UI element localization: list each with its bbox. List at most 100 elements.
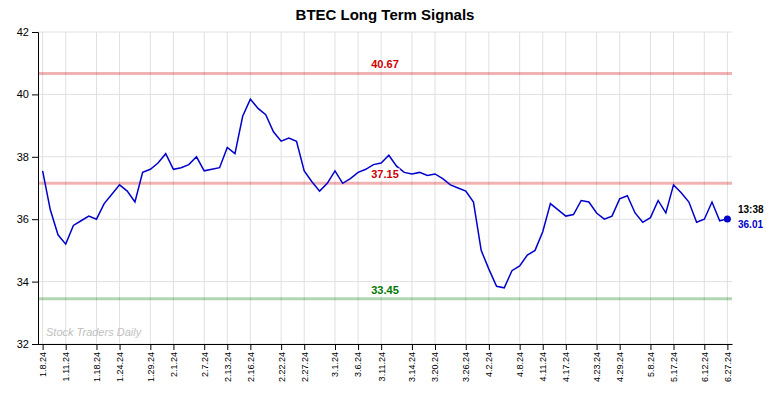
x-tick-label: 2.1.24 — [169, 352, 179, 377]
grid-line-x — [281, 32, 282, 344]
x-tick-label: 4.8.24 — [515, 352, 525, 377]
x-tick-label: 2.7.24 — [200, 352, 210, 377]
grid-line-y — [38, 344, 732, 345]
plot: Stock Traders Daily 40.6737.1533.45 13:38 3… — [17, 26, 764, 382]
x-tick-label: 4.17.24 — [561, 352, 571, 382]
x-tick: 3.11.24 — [377, 344, 387, 381]
x-tick: 4.8.24 — [515, 344, 525, 377]
x-tick: 3.20.24 — [430, 344, 440, 382]
x-tick-label: 2.13.24 — [223, 352, 233, 382]
grid-line-x — [596, 32, 597, 344]
grid-line-x — [65, 32, 66, 344]
x-tick-label: 3.1.24 — [330, 352, 340, 377]
x-tick: 3.6.24 — [353, 344, 363, 377]
x-axis: 1.8.241.11.241.18.241.24.241.29.242.1.24… — [38, 344, 733, 382]
reference-labels: 40.6737.1533.45 — [371, 58, 399, 295]
x-tick: 4.2.24 — [484, 344, 494, 377]
x-tick: 1.8.24 — [38, 344, 48, 377]
reference-line — [38, 182, 732, 185]
y-tick-label: 42 — [17, 26, 29, 38]
grid-line-x — [619, 32, 620, 344]
x-tick-mark — [173, 344, 174, 350]
chart: BTEC Long Term Signals Stock Traders Dail… — [0, 0, 784, 398]
grid-line-x — [334, 32, 335, 344]
reference-line — [38, 72, 732, 75]
x-tick: 2.22.24 — [277, 344, 287, 382]
y-tick: 32 — [17, 338, 38, 350]
x-tick: 3.1.24 — [330, 344, 340, 377]
x-tick-mark — [520, 344, 521, 350]
x-tick-label: 2.16.24 — [246, 352, 256, 382]
x-tick-label: 5.17.24 — [669, 352, 679, 382]
grid-line-x — [173, 32, 174, 344]
reference-line — [38, 297, 732, 300]
grid — [38, 32, 732, 344]
x-tick: 5.17.24 — [669, 344, 679, 382]
x-tick: 1.11.24 — [61, 344, 71, 381]
x-tick-mark — [281, 344, 282, 350]
x-tick-label: 3.6.24 — [353, 352, 363, 377]
y-tick-mark — [32, 344, 38, 345]
grid-line-x — [565, 32, 566, 344]
grid-line-x — [96, 32, 97, 344]
y-tick-mark — [32, 94, 38, 95]
x-tick: 4.23.24 — [592, 344, 602, 382]
x-tick: 1.29.24 — [146, 344, 156, 382]
grid-line-y — [38, 281, 732, 282]
x-tick-mark — [150, 344, 151, 350]
y-tick-label: 34 — [17, 276, 29, 288]
x-tick-mark — [489, 344, 490, 350]
grid-line-x — [150, 32, 151, 344]
x-tick: 3.14.24 — [407, 344, 417, 382]
grid-line-x — [704, 32, 705, 344]
x-tick-mark — [96, 344, 97, 350]
x-tick-label: 5.8.24 — [646, 352, 656, 377]
grid-line-x — [435, 32, 436, 344]
grid-line-y — [38, 32, 732, 33]
x-tick-label: 1.11.24 — [61, 352, 71, 381]
x-tick-label: 6.12.24 — [700, 352, 710, 382]
x-tick: 6.27.24 — [723, 344, 733, 382]
x-tick-mark — [381, 344, 382, 350]
x-tick: 2.7.24 — [200, 344, 210, 377]
title: BTEC Long Term Signals — [296, 6, 475, 23]
x-tick-mark — [620, 344, 621, 350]
grid-line-x — [381, 32, 382, 344]
y-tick-label: 40 — [17, 88, 29, 100]
x-tick-mark — [466, 344, 467, 350]
y-tick: 34 — [17, 276, 38, 288]
x-tick-label: 3.20.24 — [430, 352, 440, 382]
y-tick: 36 — [17, 213, 38, 225]
watermark: Stock Traders Daily — [46, 326, 143, 338]
y-tick-mark — [32, 157, 38, 158]
reference-label: 37.15 — [371, 168, 399, 180]
grid-line-x — [304, 32, 305, 344]
x-tick-mark — [358, 344, 359, 350]
x-tick: 4.29.24 — [615, 344, 625, 382]
x-tick-mark — [704, 344, 705, 350]
grid-line-x — [358, 32, 359, 344]
y-tick-label: 38 — [17, 151, 29, 163]
x-tick: 3.26.24 — [461, 344, 471, 382]
x-tick-label: 1.24.24 — [115, 352, 125, 382]
grid-line-x — [488, 32, 489, 344]
x-tick: 4.11.24 — [538, 344, 548, 381]
grid-line-x — [519, 32, 520, 344]
x-tick-mark — [120, 344, 121, 350]
grid-line-x — [119, 32, 120, 344]
last-time: 13:38 — [738, 204, 764, 215]
x-tick: 2.1.24 — [169, 344, 179, 377]
x-tick-label: 4.11.24 — [538, 352, 548, 381]
x-tick-mark — [227, 344, 228, 350]
x-tick-label: 4.2.24 — [484, 352, 494, 377]
grid-line-y — [38, 94, 732, 95]
grid-line-y — [38, 156, 732, 157]
y-tick: 42 — [17, 26, 38, 38]
x-tick-mark — [674, 344, 675, 350]
y-tick-label: 36 — [17, 213, 29, 225]
x-tick-mark — [304, 344, 305, 350]
x-tick: 6.12.24 — [700, 344, 710, 382]
y-tick-mark — [32, 219, 38, 220]
grid-line-x — [465, 32, 466, 344]
x-tick-label: 2.27.24 — [300, 352, 310, 382]
